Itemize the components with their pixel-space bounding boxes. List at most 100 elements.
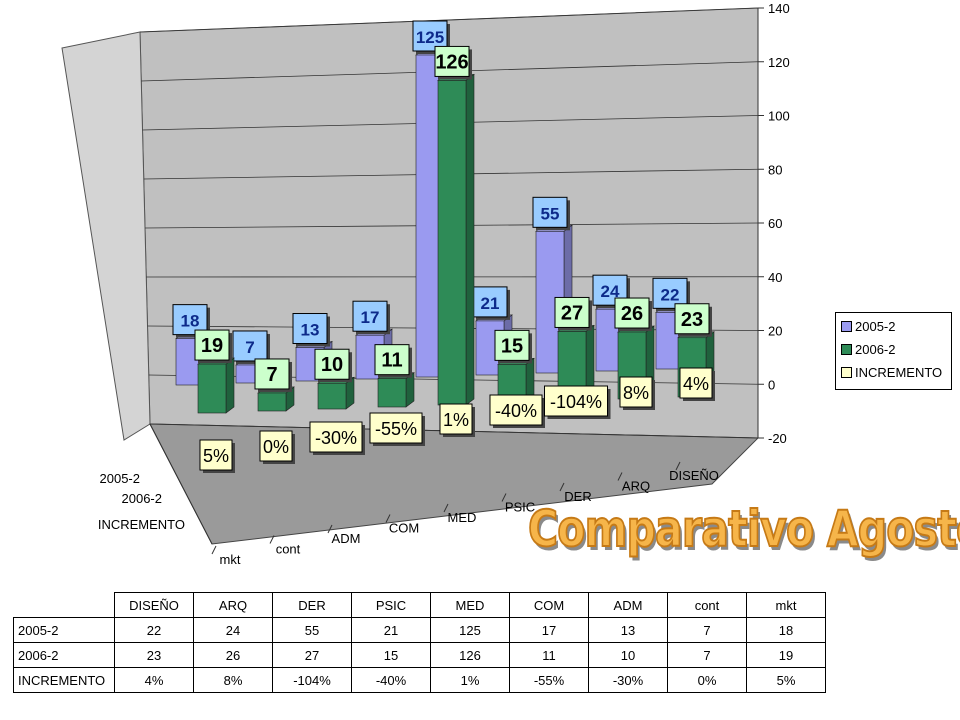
depth-axis-labels: 2005-2 2006-2 INCREMENTO — [98, 423, 213, 545]
increment-label: 8% — [623, 383, 649, 403]
increment-label: 5% — [203, 446, 229, 466]
table-row-label: 2005-2 — [13, 617, 115, 643]
table-cell: -55% — [509, 667, 589, 693]
increment-label-box — [489, 394, 543, 426]
table-cell: 18 — [746, 617, 826, 643]
increment-label: 4% — [683, 374, 709, 394]
legend-swatch-2006 — [841, 343, 852, 355]
table-row-label: INCREMENTO — [13, 667, 115, 693]
chart-title: Comparativo Agosto — [527, 499, 960, 559]
increment-label-box — [369, 412, 423, 444]
increment-label-box — [544, 385, 608, 417]
data-label: 18 — [181, 312, 200, 331]
y-tick-label: 140 — [768, 1, 790, 16]
table-cell: 21 — [351, 617, 431, 643]
table-header-cell: cont — [667, 592, 747, 618]
y-tick-label: 60 — [768, 216, 782, 231]
x-tick-mark — [269, 535, 275, 544]
table-cell: 24 — [193, 617, 273, 643]
table-cell: 22 — [114, 617, 194, 643]
depth-axis-label: 2006-2 — [122, 491, 162, 506]
x-tick-label: ARQ — [622, 479, 650, 494]
table-cell: 7 — [667, 617, 747, 643]
depth-axis-label: 2005-2 — [100, 471, 140, 486]
data-label: 27 — [561, 302, 583, 324]
x-axis-ticks: mkt cont ADM COM MED PSIC DER ARQ DISEÑO — [211, 461, 719, 567]
table-header-cell: ARQ — [193, 592, 273, 618]
x-tick-mark — [675, 461, 681, 471]
table-row: 2005-2 22 24 55 21 125 17 13 7 18 — [13, 617, 826, 643]
table-row: 2006-2 23 26 27 15 126 11 10 7 19 — [13, 642, 826, 668]
data-label-box — [314, 348, 350, 380]
table-row: INCREMENTO 4% 8% -104% -40% 1% -55% -30%… — [13, 667, 826, 693]
y-axis-ticks: 140 120 100 80 60 40 20 0 -20 — [757, 1, 790, 446]
data-label: 126 — [435, 51, 468, 73]
legend-item: INCREMENTO — [841, 362, 951, 382]
data-label-box — [674, 303, 710, 335]
data-label-box — [172, 304, 208, 336]
table-header-cell: COM — [509, 592, 589, 618]
data-label: 26 — [621, 303, 643, 325]
table-cell: 55 — [272, 617, 352, 643]
x-tick-label: mkt — [220, 552, 241, 567]
table-header-cell: mkt — [746, 592, 826, 618]
data-label: 7 — [266, 364, 277, 386]
table-cell: 13 — [588, 617, 668, 643]
data-label-box — [194, 329, 230, 361]
table-cell: 125 — [430, 617, 510, 643]
bar-side — [225, 357, 235, 414]
legend-label: INCREMENTO — [855, 364, 943, 380]
table-cell: 8% — [193, 667, 273, 693]
grid-line — [139, 7, 759, 33]
data-label-box — [614, 297, 650, 329]
x-tick-mark — [559, 482, 565, 492]
data-label: 10 — [321, 354, 343, 376]
table-corner — [13, 592, 115, 618]
data-label-box — [472, 286, 508, 318]
x-tick-mark — [327, 524, 333, 534]
data-label-box — [494, 329, 530, 361]
legend-label: 2005-2 — [855, 318, 896, 334]
bars-group: 18 7 13 17 125 21 55 24 22 19 7 10 11 126 15 27 26 23 5% 0%… — [172, 20, 715, 473]
bar — [257, 392, 287, 412]
table-header-cell: ADM — [588, 592, 668, 618]
legend-item: 2006-2 — [841, 339, 951, 359]
table-row-label: 2006-2 — [13, 642, 115, 668]
increment-label: -30% — [315, 428, 357, 448]
legend-swatch-incremento — [841, 366, 852, 378]
x-tick-label: COM — [389, 521, 419, 536]
table-header-cell: PSIC — [351, 592, 431, 618]
table-cell: -40% — [351, 667, 431, 693]
data-label-box — [374, 344, 410, 376]
data-label-box — [232, 330, 268, 362]
table-cell: 11 — [509, 642, 589, 668]
table-cell: -104% — [272, 667, 352, 693]
table-cell: 17 — [509, 617, 589, 643]
data-label-box — [352, 300, 388, 332]
x-tick-label: ADM — [332, 531, 361, 546]
legend-label: 2006-2 — [855, 341, 896, 357]
x-tick-label: DISEÑO — [669, 468, 719, 483]
x-tick-mark — [385, 514, 391, 523]
chart-side-wall — [61, 31, 151, 441]
table-cell: 19 — [746, 642, 826, 668]
data-label: 23 — [681, 309, 703, 331]
table-header-cell: MED — [430, 592, 510, 618]
table-cell: 126 — [430, 642, 510, 668]
x-tick-label: MED — [448, 510, 477, 525]
table-cell: -30% — [588, 667, 668, 693]
increment-label-box — [259, 430, 293, 462]
y-tick-label: 0 — [768, 377, 775, 392]
bar — [197, 363, 227, 414]
data-label: 11 — [381, 350, 402, 372]
data-label-box — [292, 313, 328, 345]
data-label-box — [532, 196, 568, 228]
data-label-box — [434, 45, 470, 77]
bar — [437, 80, 467, 406]
x-tick-label: PSIC — [505, 500, 535, 515]
table-header-cell: DER — [272, 592, 352, 618]
bar — [317, 382, 347, 410]
table-cell: 7 — [667, 642, 747, 668]
bar-side — [465, 73, 475, 406]
y-tick-label: 20 — [768, 324, 782, 339]
